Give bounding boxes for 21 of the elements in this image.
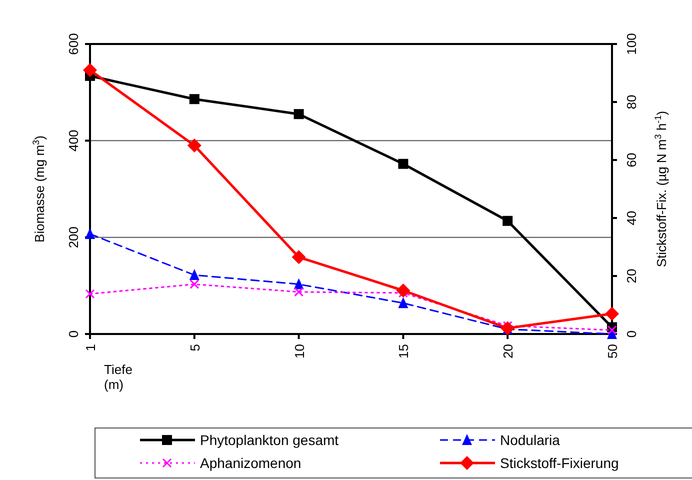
- x-tick-label: 15: [396, 344, 412, 358]
- x-tick-label: 10: [292, 344, 307, 358]
- y2-tick-label: 60: [624, 152, 639, 168]
- legend-label: Stickstoff-Fixierung: [500, 455, 619, 471]
- legend-label: Aphanizomenon: [200, 455, 302, 471]
- x-tick-label: 50: [605, 344, 620, 358]
- x-axis-title: Tiefe (m): [104, 362, 132, 392]
- y2-tick-label: 80: [624, 94, 639, 110]
- x-tick-label: 5: [187, 344, 202, 352]
- y-tick-label: 400: [66, 130, 81, 152]
- x-tick-label: 20: [500, 344, 516, 358]
- legend-label: Nodularia: [500, 432, 560, 448]
- y-tick-label: 0: [66, 330, 81, 338]
- x-tick-label: 1: [83, 344, 98, 352]
- legend-label: Phytoplankton gesamt: [200, 432, 339, 448]
- y2-tick-label: 0: [624, 330, 639, 338]
- y-tick-label: 200: [66, 226, 81, 248]
- y2-tick-label: 100: [624, 33, 639, 55]
- y2-tick-label: 40: [624, 210, 639, 226]
- y-tick-label: 600: [66, 33, 81, 55]
- y2-tick-label: 20: [624, 268, 639, 284]
